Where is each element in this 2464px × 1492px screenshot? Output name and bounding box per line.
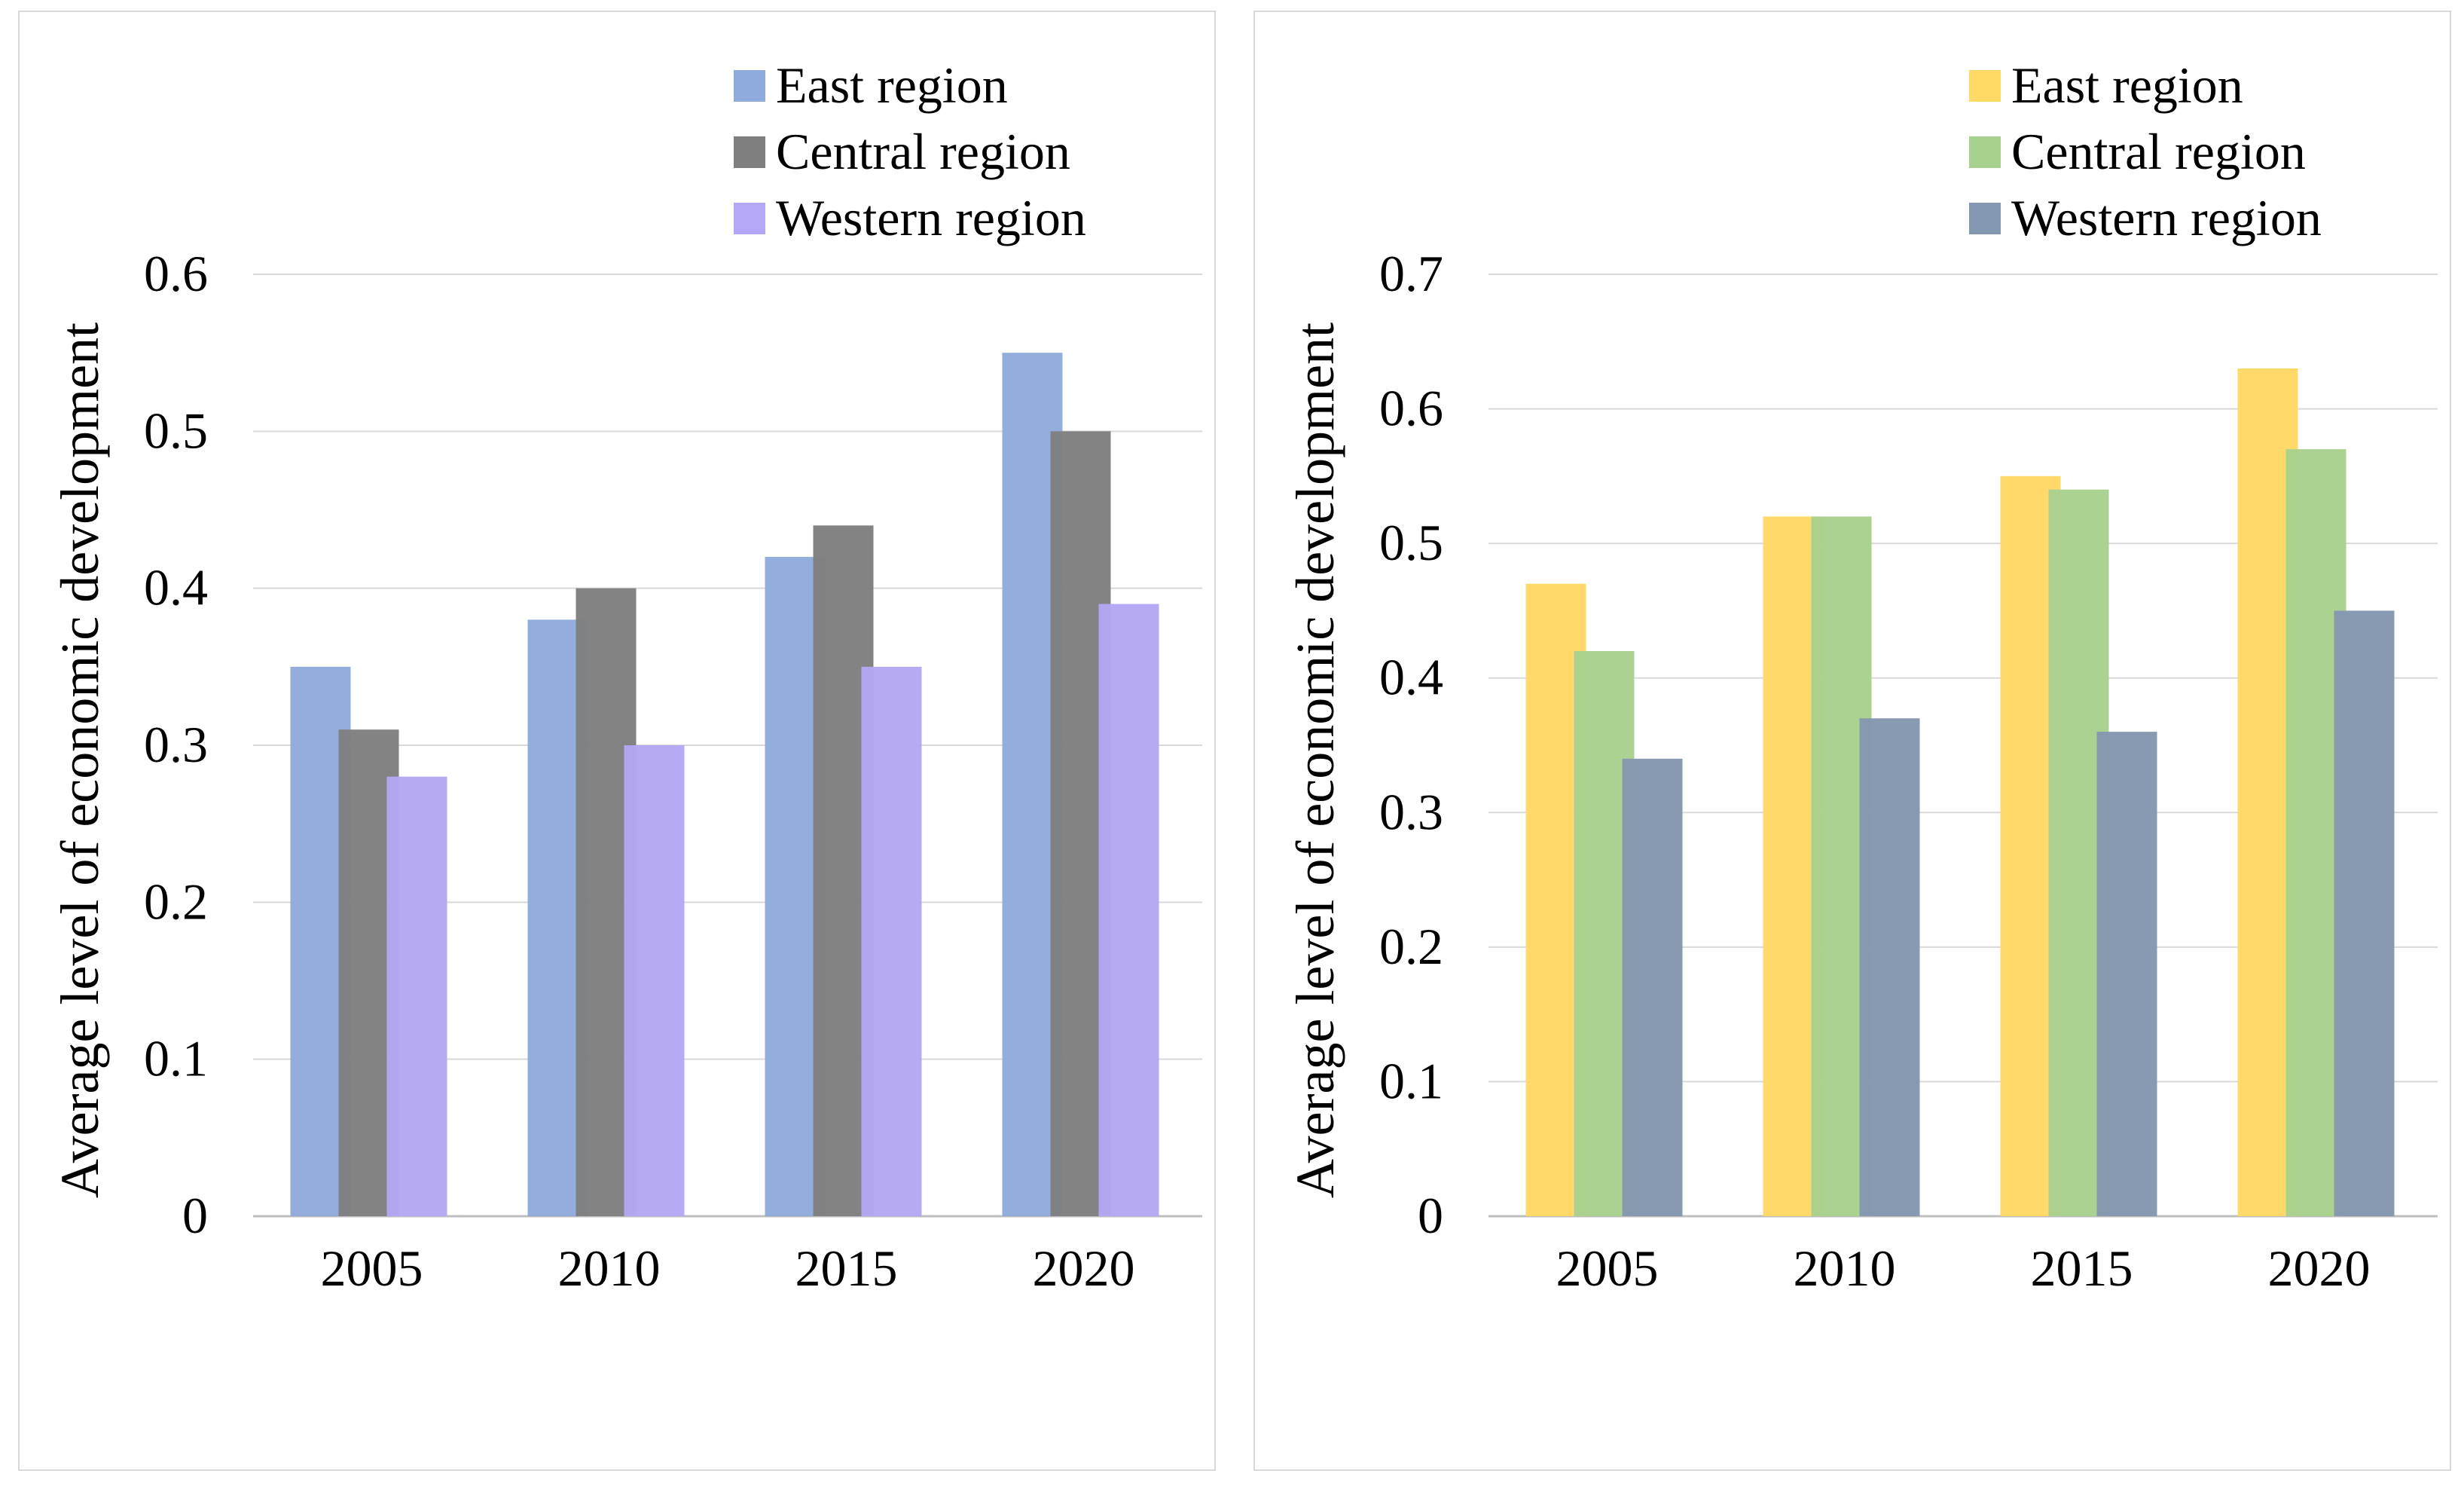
y-tick-label: 0 [182, 1187, 208, 1244]
legend-label: Western region [2011, 189, 2322, 246]
bar-western-region-2005 [1622, 758, 1683, 1216]
y-tick-label: 0.2 [1379, 918, 1443, 975]
bar-western-region-2015 [2096, 732, 2157, 1216]
bar-chart-right: 0 0.1 0.2 0.3 0.4 0.5 0.6 0.7 2005 2010 2015 2020 Av… [1285, 57, 2438, 1297]
y-tick-label: 0.5 [1379, 514, 1443, 571]
legend-swatch [734, 136, 765, 168]
bar-western-region-2005 [386, 776, 447, 1216]
y-tick-label: 0.3 [144, 716, 208, 773]
legend-swatch [1969, 136, 2001, 168]
legend-swatch [1969, 203, 2001, 234]
bar-western-region-2020 [2334, 610, 2395, 1216]
y-tick-label: 0.7 [1379, 245, 1443, 302]
legend-label: East region [2011, 57, 2243, 114]
bar-western-region-2010 [624, 745, 685, 1216]
bar-chart-left: 0 0.1 0.2 0.3 0.4 0.5 0.6 2005 2010 2015 2020 Avera… [50, 57, 1202, 1297]
legend-label: East region [776, 57, 1008, 114]
y-tick-label: 0.4 [1379, 649, 1443, 706]
legend-swatch [734, 203, 765, 234]
x-tick-label: 2005 [321, 1240, 423, 1297]
y-tick-label: 0.1 [144, 1030, 208, 1087]
legend-swatch [1969, 70, 2001, 102]
y-tick-label: 0 [1418, 1187, 1443, 1244]
bar-western-region-2020 [1098, 604, 1159, 1216]
y-tick-label: 0.4 [144, 559, 208, 616]
chart-panel-left: 0 0.1 0.2 0.3 0.4 0.5 0.6 2005 2010 2015 2020 Avera… [18, 11, 1216, 1471]
legend-label: Central region [776, 123, 1070, 180]
chart-panel-right: 0 0.1 0.2 0.3 0.4 0.5 0.6 0.7 2005 2010 2015 2020 Av… [1253, 11, 2451, 1471]
y-tick-label: 0.1 [1379, 1052, 1443, 1109]
y-tick-label: 0.6 [1379, 380, 1443, 437]
legend-swatch [734, 70, 765, 102]
x-tick-label: 2020 [2268, 1240, 2371, 1297]
y-tick-label: 0.3 [1379, 783, 1443, 840]
legend-label: Central region [2011, 123, 2306, 180]
x-tick-label: 2005 [1556, 1240, 1659, 1297]
x-tick-label: 2015 [2031, 1240, 2133, 1297]
x-tick-label: 2015 [795, 1240, 898, 1297]
bar-western-region-2010 [1859, 718, 1920, 1216]
y-tick-label: 0.6 [144, 245, 208, 302]
x-tick-label: 2010 [1794, 1240, 1896, 1297]
x-tick-label: 2020 [1033, 1240, 1135, 1297]
bar-western-region-2015 [861, 666, 922, 1216]
x-tick-label: 2010 [558, 1240, 661, 1297]
legend-label: Western region [776, 189, 1086, 246]
y-axis-label: Average level of economic development [1285, 323, 1345, 1198]
y-axis-label: Average level of economic development [50, 323, 110, 1198]
y-tick-label: 0.2 [144, 873, 208, 930]
y-tick-label: 0.5 [144, 402, 208, 459]
